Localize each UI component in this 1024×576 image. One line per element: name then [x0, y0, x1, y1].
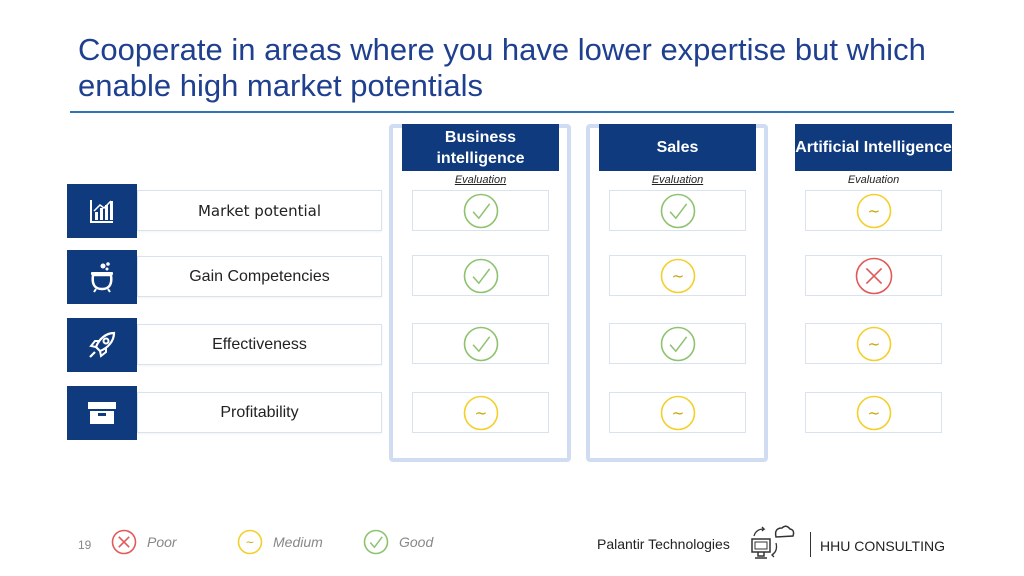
column-header-artificial-intelligence: Artificial Intelligence: [795, 124, 952, 171]
rating-cell: [805, 255, 942, 296]
rating-cell: ~: [412, 392, 549, 433]
rating-cell: ~: [805, 323, 942, 364]
rating-cell: ~: [609, 255, 746, 296]
check-icon: [660, 326, 696, 362]
svg-text:~: ~: [867, 202, 880, 220]
legend-label: Good: [399, 534, 434, 550]
check-icon: [660, 193, 696, 229]
tilde-icon: ~: [856, 193, 892, 229]
column-header-business-intelligence: Business intelligence: [402, 124, 559, 171]
legend-poor: Poor: [111, 529, 177, 555]
svg-text:~: ~: [671, 404, 684, 422]
cross-icon: [855, 257, 893, 295]
column-eval-label: Evaluation: [847, 174, 900, 186]
row-label-profitability: Profitability: [137, 392, 382, 433]
legend-good: Good: [363, 529, 433, 555]
column-eval-label: Evaluation: [454, 174, 507, 186]
footer-brand: HHU CONSULTING: [820, 538, 945, 554]
rating-cell: [412, 323, 549, 364]
check-icon: [463, 258, 499, 294]
page-number: 19: [78, 538, 92, 552]
tilde-icon: ~: [856, 326, 892, 362]
check-icon: [463, 326, 499, 362]
legend-label: Poor: [147, 534, 177, 550]
legend-label: Medium: [273, 534, 323, 550]
rating-cell: [412, 255, 549, 296]
footer-company: Palantir Technologies: [597, 536, 730, 552]
row-label-market-potential: Market potential: [137, 190, 382, 231]
check-icon: [463, 193, 499, 229]
rating-cell: [412, 190, 549, 231]
column-header-sales: Sales: [599, 124, 756, 171]
rating-cell: ~: [609, 392, 746, 433]
page-title: Cooperate in areas where you have lower …: [78, 32, 926, 103]
tilde-icon: ~: [856, 395, 892, 431]
tilde-icon: ~: [660, 258, 696, 294]
svg-text:~: ~: [671, 267, 684, 285]
cauldron-icon: [67, 250, 137, 304]
svg-text:~: ~: [245, 536, 254, 549]
column-eval-label: Evaluation: [651, 174, 704, 186]
rating-cell: [609, 190, 746, 231]
svg-text:~: ~: [867, 404, 880, 422]
tilde-icon: ~: [237, 529, 263, 555]
footer-divider: [810, 532, 811, 557]
title-divider: [70, 111, 954, 113]
rocket-icon: [67, 318, 137, 372]
svg-text:~: ~: [867, 335, 880, 353]
svg-text:~: ~: [474, 404, 487, 422]
rating-cell: ~: [805, 392, 942, 433]
tilde-icon: ~: [463, 395, 499, 431]
cross-icon: [111, 529, 137, 555]
tilde-icon: ~: [660, 395, 696, 431]
box-icon: [67, 386, 137, 440]
row-label-effectiveness: Effectiveness: [137, 324, 382, 365]
cloud-computer-icon: [746, 523, 796, 568]
check-icon: [363, 529, 389, 555]
row-label-gain-competencies: Gain Competencies: [137, 256, 382, 297]
rating-cell: [609, 323, 746, 364]
legend-medium: ~ Medium: [237, 529, 323, 555]
rating-cell: ~: [805, 190, 942, 231]
bar-chart-icon: [67, 184, 137, 238]
